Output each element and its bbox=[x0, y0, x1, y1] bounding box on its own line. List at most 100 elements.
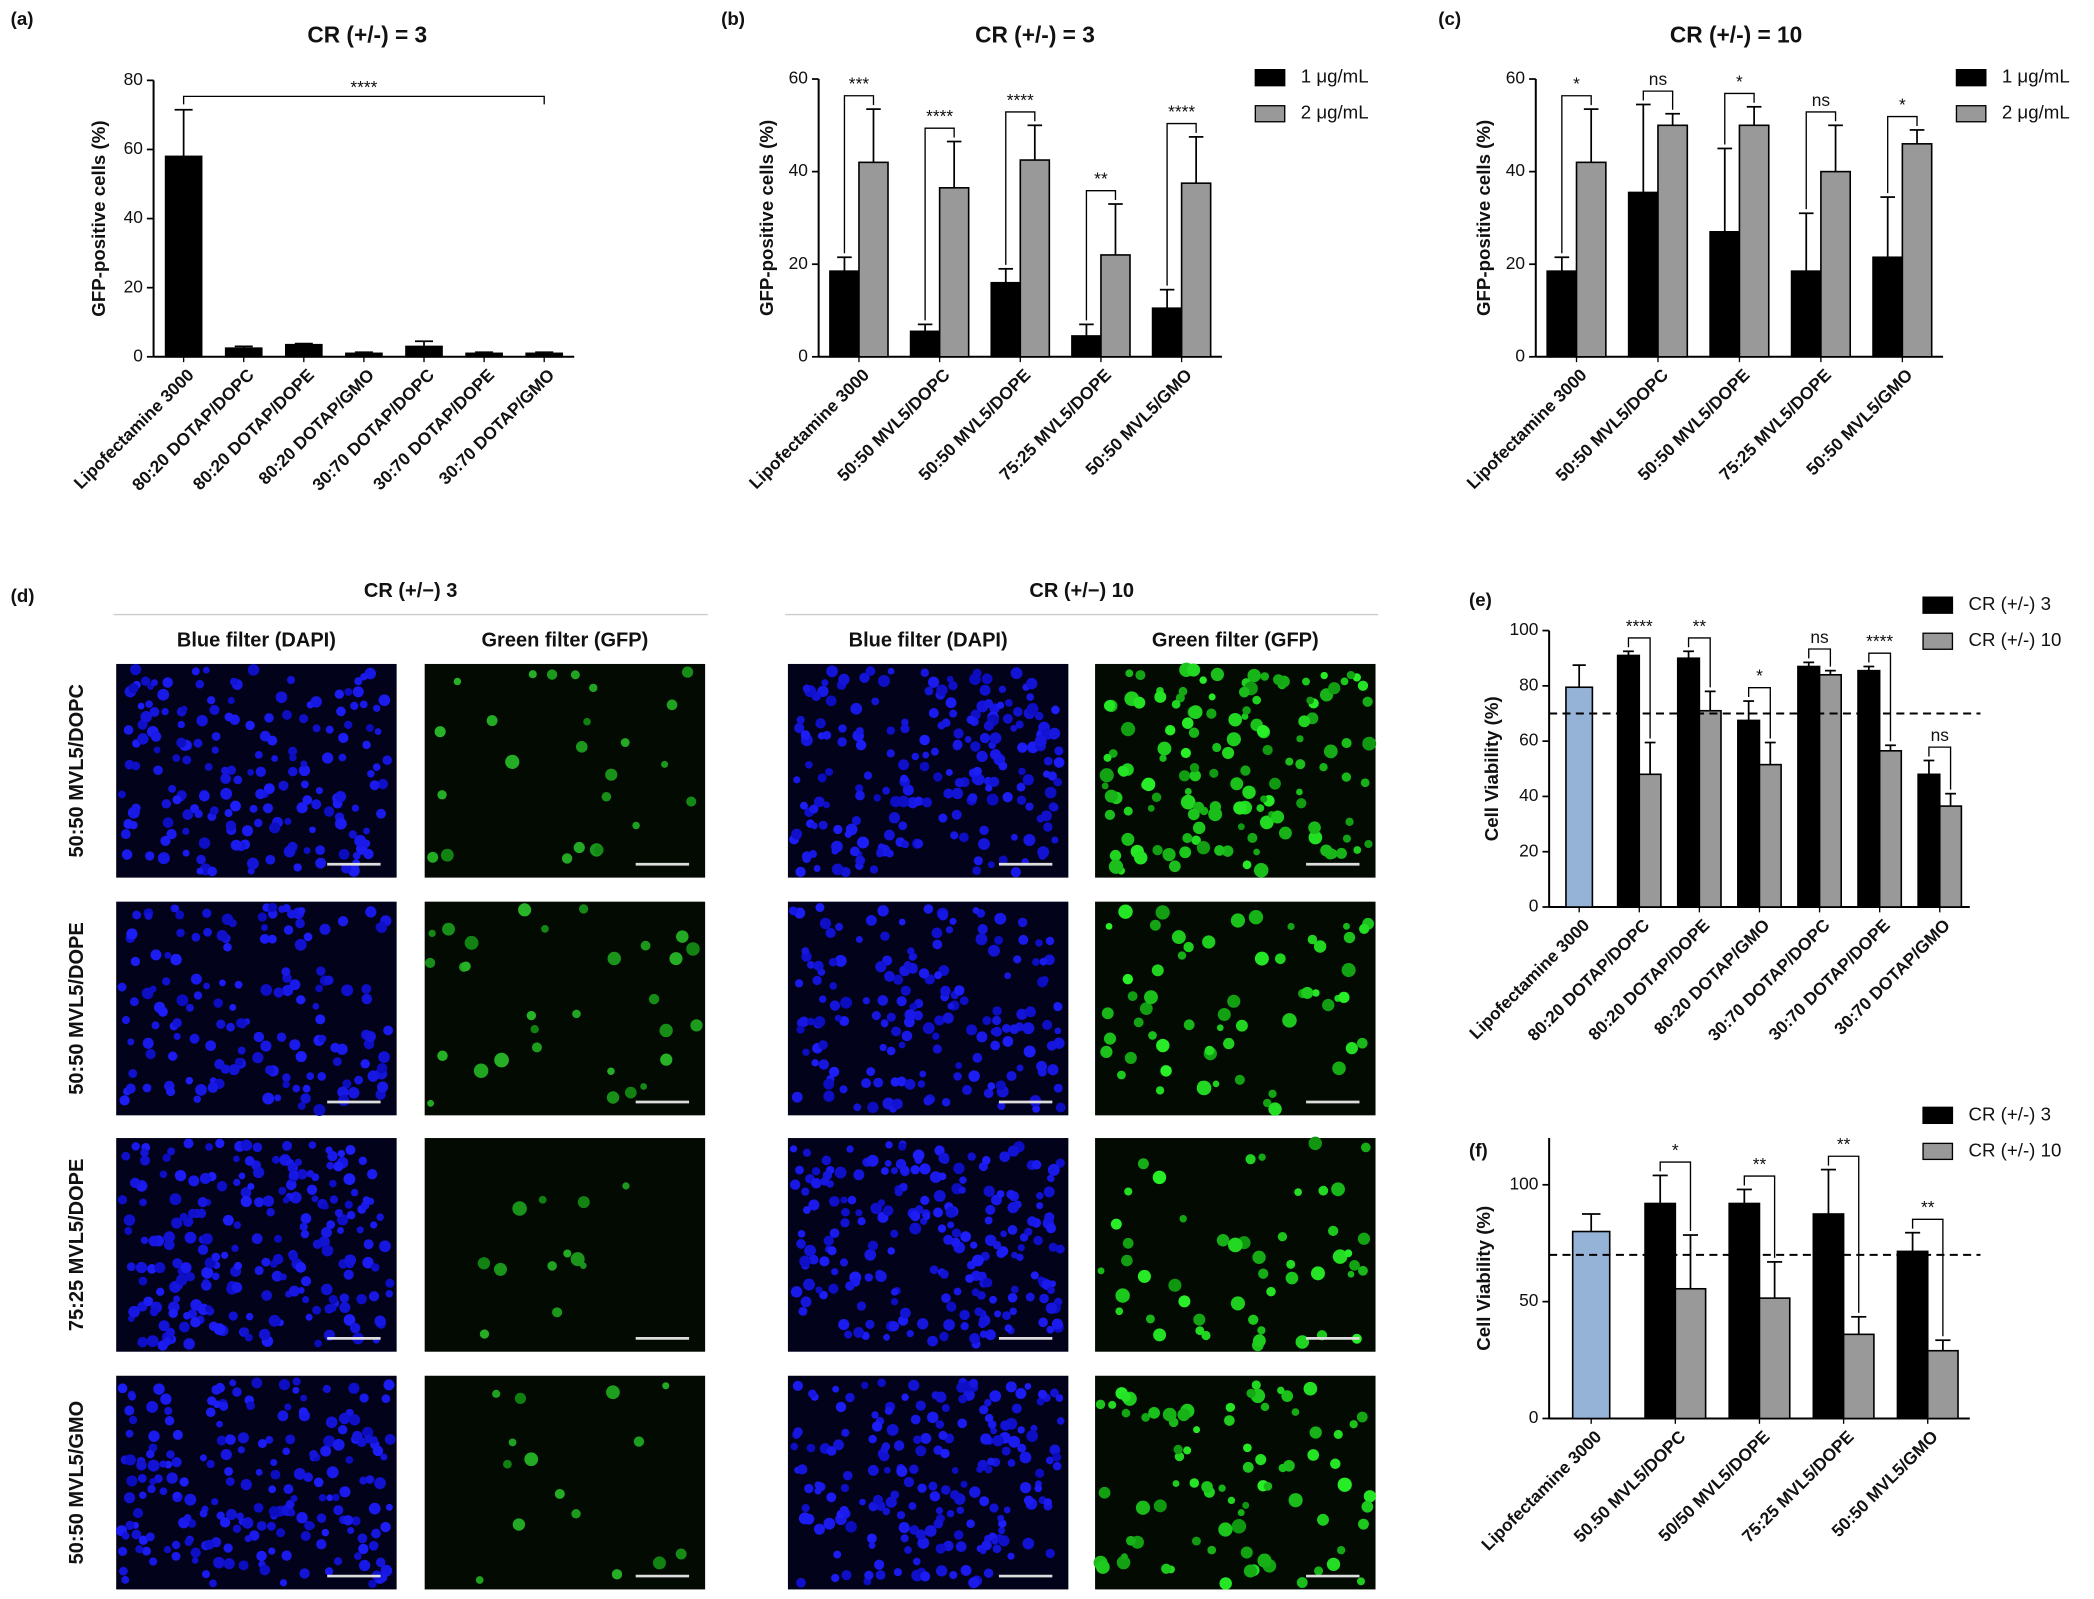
cell bbox=[161, 799, 172, 809]
cell bbox=[890, 1229, 899, 1238]
chart-title: CR (+/-) = 10 bbox=[1670, 21, 1802, 47]
legend-label: CR (+/-) 10 bbox=[1968, 1139, 2061, 1160]
cell bbox=[1298, 715, 1311, 728]
cell bbox=[1234, 1074, 1245, 1085]
cell bbox=[1257, 1553, 1272, 1568]
cell bbox=[531, 1042, 542, 1053]
cell bbox=[253, 1031, 265, 1043]
cell bbox=[547, 1261, 557, 1271]
cell bbox=[225, 1508, 238, 1520]
cell bbox=[953, 1287, 962, 1296]
cell bbox=[240, 1327, 250, 1337]
cell bbox=[220, 1064, 231, 1074]
cell bbox=[1296, 788, 1303, 796]
cell bbox=[987, 1457, 995, 1466]
cell bbox=[202, 1279, 210, 1287]
cell bbox=[1121, 1254, 1133, 1267]
cell bbox=[282, 710, 292, 720]
cell bbox=[205, 1407, 216, 1418]
bar bbox=[1818, 673, 1842, 908]
cell bbox=[659, 1023, 673, 1038]
cell bbox=[940, 985, 951, 997]
cell bbox=[317, 1071, 327, 1081]
cell bbox=[351, 1430, 363, 1442]
cell bbox=[316, 1513, 327, 1523]
cell bbox=[872, 1494, 884, 1505]
cell bbox=[1210, 667, 1224, 682]
cell bbox=[829, 1228, 840, 1239]
cell bbox=[837, 737, 847, 747]
row-label: 50:50 MVL5/DOPE bbox=[66, 922, 88, 1094]
cell bbox=[823, 1517, 836, 1530]
cell bbox=[883, 1466, 891, 1474]
cell bbox=[972, 907, 980, 914]
cell bbox=[155, 1287, 165, 1296]
cell bbox=[271, 755, 279, 762]
significance-label: **** bbox=[350, 77, 377, 97]
cell bbox=[864, 1248, 877, 1261]
cell bbox=[983, 1185, 995, 1197]
cell bbox=[145, 1048, 156, 1060]
cell bbox=[362, 839, 371, 848]
cell bbox=[979, 732, 991, 744]
x-tick-label: 30:70 DOTAP/GMO bbox=[435, 365, 559, 489]
cell bbox=[1125, 669, 1134, 678]
micrograph bbox=[116, 663, 397, 878]
cell bbox=[1254, 951, 1269, 966]
cell bbox=[1116, 1555, 1131, 1570]
cell bbox=[935, 1420, 945, 1429]
cell bbox=[1274, 953, 1286, 965]
error-bar bbox=[1683, 650, 1694, 659]
cell bbox=[234, 980, 243, 989]
y-tick-label: 20 bbox=[124, 276, 143, 296]
cell bbox=[893, 1440, 905, 1451]
cell bbox=[1266, 1286, 1276, 1297]
cell bbox=[1362, 696, 1373, 707]
cell bbox=[163, 1231, 176, 1243]
cell bbox=[1262, 744, 1273, 756]
cell bbox=[121, 1151, 131, 1161]
error-bar bbox=[1767, 1261, 1783, 1299]
cell bbox=[833, 1550, 842, 1559]
cell bbox=[315, 1014, 326, 1025]
error-bar bbox=[1652, 1174, 1668, 1204]
cell bbox=[312, 1003, 320, 1010]
cell bbox=[996, 1248, 1006, 1259]
cell bbox=[792, 1380, 804, 1391]
cell bbox=[871, 1411, 879, 1419]
error-bar bbox=[1583, 108, 1599, 163]
cell bbox=[917, 1318, 929, 1330]
cell bbox=[261, 1290, 273, 1301]
cell bbox=[1053, 777, 1062, 787]
cell bbox=[315, 786, 324, 795]
cell bbox=[350, 1188, 359, 1197]
cell bbox=[938, 1172, 947, 1181]
cell bbox=[981, 1540, 992, 1551]
cell bbox=[126, 928, 138, 940]
cell bbox=[128, 683, 139, 694]
cell bbox=[909, 1464, 919, 1474]
error-bar bbox=[1746, 105, 1762, 126]
cell bbox=[840, 1218, 850, 1228]
cell bbox=[896, 1465, 908, 1477]
cell bbox=[869, 865, 879, 874]
cell bbox=[541, 925, 549, 933]
cell bbox=[334, 1208, 344, 1218]
cell bbox=[886, 1423, 899, 1436]
cell bbox=[1148, 1406, 1161, 1419]
cell bbox=[233, 1155, 240, 1163]
error-bar bbox=[1885, 744, 1896, 751]
cell bbox=[901, 1030, 913, 1042]
cell bbox=[919, 1163, 931, 1175]
cell bbox=[818, 1040, 828, 1050]
cell bbox=[265, 854, 276, 865]
significance-bracket bbox=[1005, 111, 1036, 265]
cell bbox=[819, 917, 832, 930]
cell bbox=[216, 1180, 228, 1192]
cell bbox=[796, 1239, 806, 1249]
cell bbox=[573, 841, 585, 854]
bar bbox=[1896, 1250, 1929, 1420]
error-bar bbox=[174, 108, 193, 157]
cell bbox=[1017, 917, 1028, 928]
cell bbox=[1019, 1481, 1032, 1494]
